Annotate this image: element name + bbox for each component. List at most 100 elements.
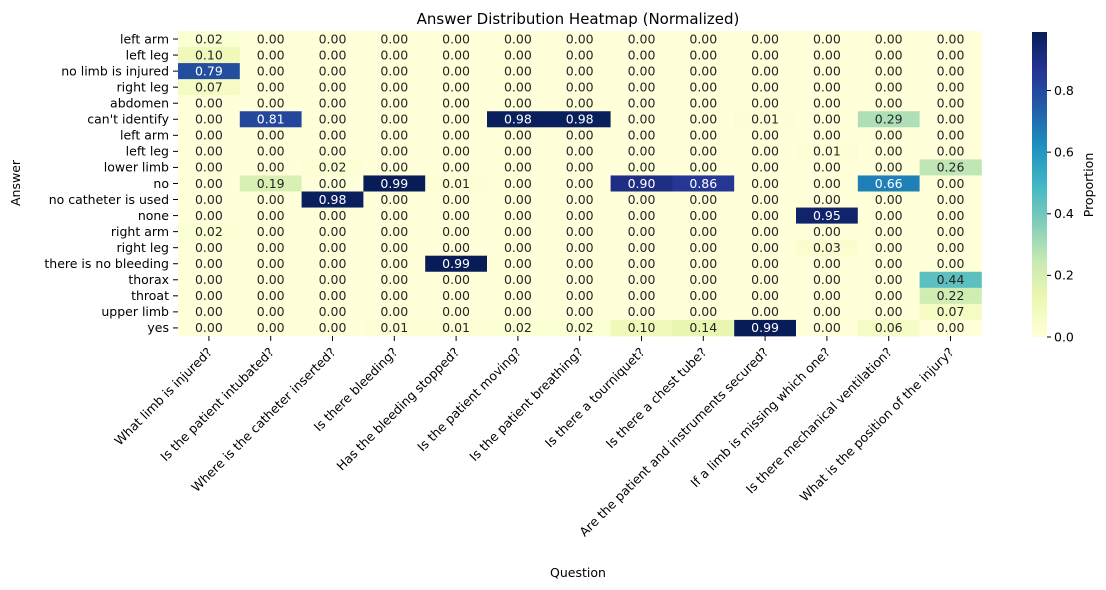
heatmap-cell (796, 111, 859, 128)
heatmap-cell (734, 95, 797, 112)
cell-value-label: 0.00 (504, 304, 532, 319)
heatmap-cell (857, 31, 920, 48)
cell-value-label: 0.00 (257, 288, 285, 303)
cell-value-label: 0.00 (875, 79, 903, 94)
cell-value-label: 0.00 (628, 31, 656, 46)
cell-value-label: 0.00 (689, 128, 717, 143)
heatmap-cell (301, 31, 364, 48)
heatmap-cell (796, 287, 859, 305)
cell-value-label: 0.00 (813, 224, 841, 239)
heatmap-cell (239, 127, 302, 144)
cell-value-label: 0.00 (195, 176, 223, 191)
heatmap-cell (363, 31, 426, 48)
heatmap-cell (301, 303, 364, 321)
heatmap-cell (178, 31, 241, 48)
y-tick-label: right leg (117, 240, 169, 255)
heatmap-cell (239, 111, 302, 128)
heatmap-cell (672, 303, 735, 321)
cell-value-label: 0.00 (566, 192, 594, 207)
x-tick-label: Is there a tourniquet? (542, 344, 648, 450)
cell-value-label: 0.03 (813, 240, 841, 255)
cell-value-label: 0.00 (195, 272, 223, 287)
cell-value-label: 0.00 (937, 47, 965, 62)
cell-value-label: 0.00 (380, 112, 408, 127)
heatmap-cell (919, 143, 982, 160)
cell-value-label: 0.00 (689, 160, 717, 175)
cell-value-label: 0.00 (566, 79, 594, 94)
heatmap-cell (239, 175, 302, 192)
heatmap-cell (487, 271, 550, 289)
heatmap-cell (610, 79, 673, 96)
cell-value-label: 0.00 (504, 192, 532, 207)
cell-value-label: 0.00 (751, 128, 779, 143)
heatmap-cell (301, 95, 364, 112)
cell-value-label: 0.00 (937, 63, 965, 78)
heatmap-cell (548, 111, 611, 128)
heatmap-cell (919, 127, 982, 144)
heatmap-cell (363, 143, 426, 160)
cell-value-label: 0.00 (628, 144, 656, 159)
heatmap-cell (672, 63, 735, 80)
heatmap-cell (178, 271, 241, 289)
cell-value-label: 0.00 (195, 144, 223, 159)
cell-value-label: 0.00 (380, 256, 408, 271)
cell-value-label: 0.19 (257, 176, 285, 191)
cell-value-label: 0.90 (628, 176, 656, 191)
heatmap-cell (796, 79, 859, 96)
heatmap-cell (239, 303, 302, 321)
heatmap-cell (796, 207, 859, 224)
cell-value-label: 0.00 (751, 208, 779, 223)
cell-value-label: 0.00 (442, 63, 470, 78)
cell-value-label: 0.00 (442, 31, 470, 46)
cell-value-label: 0.00 (504, 256, 532, 271)
heatmap-cell (487, 239, 550, 257)
x-tick-labels: What limb is injured?Is the patient intu… (111, 335, 957, 539)
cell-value-label: 0.00 (257, 128, 285, 143)
cell-value-label: 0.00 (689, 240, 717, 255)
heatmap-cell (363, 159, 426, 176)
heatmap-cell (857, 175, 920, 192)
cell-value-label: 0.00 (257, 160, 285, 175)
cell-value-label: 0.00 (937, 144, 965, 159)
heatmap-cell (487, 63, 550, 80)
cell-value-label: 0.00 (195, 128, 223, 143)
cell-value-label: 0.00 (566, 288, 594, 303)
cell-value-label: 0.00 (319, 176, 347, 191)
cell-value-label: 0.00 (504, 224, 532, 239)
heatmap-cell (178, 191, 241, 208)
cell-value-label: 0.00 (566, 240, 594, 255)
cell-value-label: 0.00 (504, 288, 532, 303)
heatmap-cell (487, 79, 550, 96)
heatmap-cell (425, 79, 488, 96)
cell-value-label: 0.00 (875, 31, 903, 46)
x-tick-label: Is the patient moving? (414, 344, 524, 454)
cell-value-label: 0.00 (566, 31, 594, 46)
cell-value-label: 0.00 (504, 96, 532, 111)
colorbar-gradient (1032, 32, 1047, 337)
cell-value-label: 0.00 (380, 304, 408, 319)
heatmap-cell (425, 319, 488, 337)
heatmap-cell (796, 127, 859, 144)
heatmap-cell (796, 47, 859, 64)
cell-value-label: 0.00 (319, 63, 347, 78)
cell-value-label: 0.00 (319, 304, 347, 319)
heatmap-cell (919, 207, 982, 224)
heatmap-cell (610, 31, 673, 48)
heatmap-cell (178, 95, 241, 112)
cell-value-label: 0.00 (319, 79, 347, 94)
y-tick-label: yes (147, 320, 169, 335)
heatmap-cell (301, 319, 364, 337)
cell-value-label: 0.00 (380, 224, 408, 239)
cell-value-label: 0.01 (442, 176, 470, 191)
heatmap-cell (425, 239, 488, 257)
heatmap-cell (487, 319, 550, 337)
cell-value-label: 0.00 (442, 160, 470, 175)
x-tick-label: Is there a chest tube? (603, 344, 710, 451)
cell-value-label: 0.00 (257, 272, 285, 287)
heatmap-cell (548, 159, 611, 176)
cell-value-label: 0.98 (566, 112, 594, 127)
y-tick-label: left arm (120, 128, 169, 143)
cell-value-label: 0.00 (813, 160, 841, 175)
cell-value-label: 0.00 (319, 128, 347, 143)
heatmap-cell (734, 207, 797, 224)
